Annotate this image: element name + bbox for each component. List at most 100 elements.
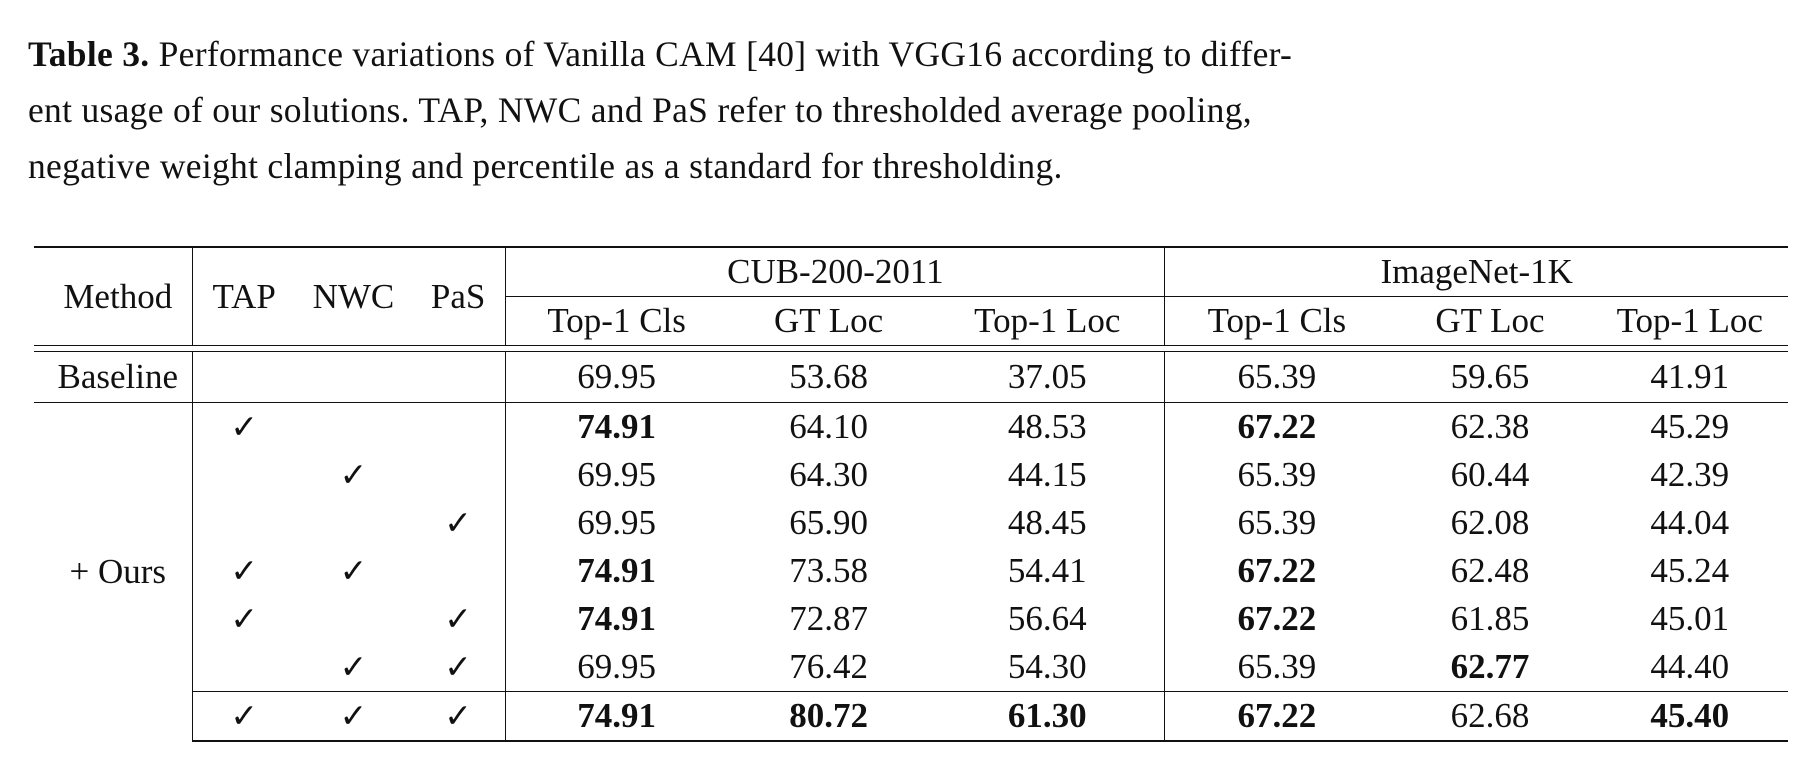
value-cell: 45.40: [1591, 691, 1788, 742]
flag-cell: [295, 351, 411, 403]
value-cell: 48.53: [930, 402, 1166, 451]
tap-check: [192, 643, 296, 692]
value-cell: 64.10: [726, 402, 931, 451]
caption-line-1: Table 3. Performance variations of Vanil…: [28, 26, 1788, 82]
caption-line-3: negative weight clamping and percentile …: [28, 146, 1063, 186]
pas-check: ✓: [410, 691, 507, 742]
tap-check: ✓: [192, 402, 296, 451]
value-cell: 69.95: [577, 647, 656, 686]
ours-rows: + Ours ✓ 74.91 64.10 48.53 67.22 62.38 45.29 ✓ 69…: [34, 402, 1788, 742]
value-cell: 74.91: [577, 599, 656, 638]
value-cell: 74.91: [505, 402, 727, 451]
nwc-check: ✓: [339, 554, 368, 590]
value-cell: 62.68: [1388, 691, 1592, 742]
caption-label: Table 3.: [28, 34, 150, 74]
value-cell: 61.30: [930, 691, 1166, 742]
value-cell: 54.41: [930, 547, 1166, 595]
value-cell: 64.30: [789, 455, 868, 494]
value-cell: 72.87: [789, 599, 868, 638]
value-cell: 74.91: [505, 691, 727, 742]
value-cell: 67.22: [1237, 551, 1317, 590]
value-cell: 61.85: [1450, 599, 1530, 638]
value-cell: 62.48: [1450, 551, 1530, 590]
ours-row: ✓ ✓ 74.91 72.87 56.64 67.22 61.85 45.01: [34, 595, 1788, 643]
caption-text-1: Performance variations of Vanilla CAM [4…: [149, 34, 1293, 74]
nwc-check: [295, 402, 411, 451]
value-cell: 48.45: [930, 499, 1166, 547]
value-cell: 44.04: [1650, 503, 1730, 542]
baseline-label: Baseline: [34, 351, 193, 403]
header-method: Method: [34, 246, 193, 346]
value-cell: 69.95: [577, 503, 656, 542]
value-cell: 67.22: [1164, 402, 1389, 451]
header-dataset-imagenet: ImageNet-1K: [1164, 246, 1788, 297]
value-cell: 67.22: [1237, 599, 1317, 638]
header-col: GT Loc: [726, 296, 931, 346]
results-table: Method TAP NWC PaS CUB-200-2011 ImageNet…: [34, 246, 1788, 742]
value-cell: 60.44: [1450, 455, 1530, 494]
ours-label: + Ours: [34, 402, 193, 741]
value-cell: 45.29: [1591, 402, 1788, 451]
value-cell: 62.77: [1450, 647, 1530, 686]
baseline-value: 69.95: [505, 351, 727, 403]
value-cell: 44.15: [930, 451, 1166, 499]
tap-check: ✓: [230, 554, 258, 590]
value-cell: 74.91: [577, 551, 656, 590]
value-cell: 65.39: [1237, 647, 1317, 686]
value-cell: 44.40: [1650, 647, 1730, 686]
value-cell: 62.38: [1388, 402, 1592, 451]
header-col: Top-1 Loc: [1591, 296, 1788, 346]
caption-line-2: ent usage of our solutions. TAP, NWC and…: [28, 90, 1252, 130]
flag-cell: [192, 351, 296, 403]
header-col: GT Loc: [1388, 296, 1592, 346]
tap-check: [192, 451, 296, 499]
header-nwc: NWC: [295, 246, 411, 346]
ours-row: ✓ ✓ ✓ 74.91 80.72 61.30 67.22 62.68 45.40: [34, 691, 1788, 742]
header-col: Top-1 Loc: [930, 296, 1166, 346]
value-cell: 45.01: [1650, 599, 1730, 638]
nwc-check: ✓: [295, 691, 411, 742]
nwc-check: [296, 499, 411, 547]
header-pas: PaS: [410, 246, 507, 346]
tap-check: ✓: [230, 602, 258, 638]
pas-check: [410, 451, 507, 499]
value-cell: 65.39: [1237, 503, 1317, 542]
header-col: Top-1 Cls: [505, 296, 727, 346]
nwc-check: [296, 595, 411, 643]
value-cell: 67.22: [1164, 691, 1389, 742]
value-cell: 62.08: [1450, 503, 1530, 542]
ours-row: + Ours ✓ 74.91 64.10 48.53 67.22 62.38 45.29: [34, 402, 1788, 741]
value-cell: 42.39: [1650, 455, 1730, 494]
header-row-2: Top-1 Cls GT Loc Top-1 Loc Top-1 Cls GT …: [34, 296, 1788, 346]
baseline-value: 41.91: [1591, 351, 1788, 403]
ours-row: ✓ ✓ 74.91 73.58 54.41 67.22 62.48 45.24: [34, 547, 1788, 595]
value-cell: 76.42: [789, 647, 868, 686]
pas-check: ✓: [410, 643, 507, 692]
value-cell: 56.64: [930, 595, 1166, 643]
value-cell: 65.90: [789, 503, 868, 542]
baseline-value: 53.68: [726, 351, 931, 403]
ours-row: ✓ ✓ 69.95 76.42 54.30 65.39 62.77 44.40: [34, 643, 1788, 692]
value-cell: 80.72: [726, 691, 931, 742]
header-row-1: Method TAP NWC PaS CUB-200-2011 ImageNet…: [34, 246, 1788, 346]
value-cell: 73.58: [789, 551, 868, 590]
header-tap: TAP: [192, 246, 296, 346]
pas-check: [410, 547, 507, 595]
tap-check: ✓: [192, 691, 296, 742]
value-cell: 54.30: [930, 643, 1166, 692]
baseline-value: 37.05: [930, 351, 1166, 403]
baseline-row: Baseline 69.95 53.68 37.05 65.39 59.65 4…: [34, 351, 1788, 403]
table-caption: Table 3. Performance variations of Vanil…: [28, 26, 1788, 194]
baseline-value: 65.39: [1164, 351, 1389, 403]
header-dataset-cub: CUB-200-2011: [505, 246, 1166, 297]
flag-cell: [410, 351, 507, 403]
pas-check: ✓: [410, 499, 507, 547]
value-cell: 69.95: [577, 455, 656, 494]
ours-row: ✓ 69.95 64.30 44.15 65.39 60.44 42.39: [34, 451, 1788, 499]
pas-check: ✓: [410, 595, 507, 643]
nwc-check: ✓: [339, 650, 368, 686]
nwc-check: ✓: [339, 458, 368, 494]
ours-row: ✓ 69.95 65.90 48.45 65.39 62.08 44.04: [34, 499, 1788, 547]
header-col: Top-1 Cls: [1164, 296, 1389, 346]
tap-check: [192, 499, 296, 547]
